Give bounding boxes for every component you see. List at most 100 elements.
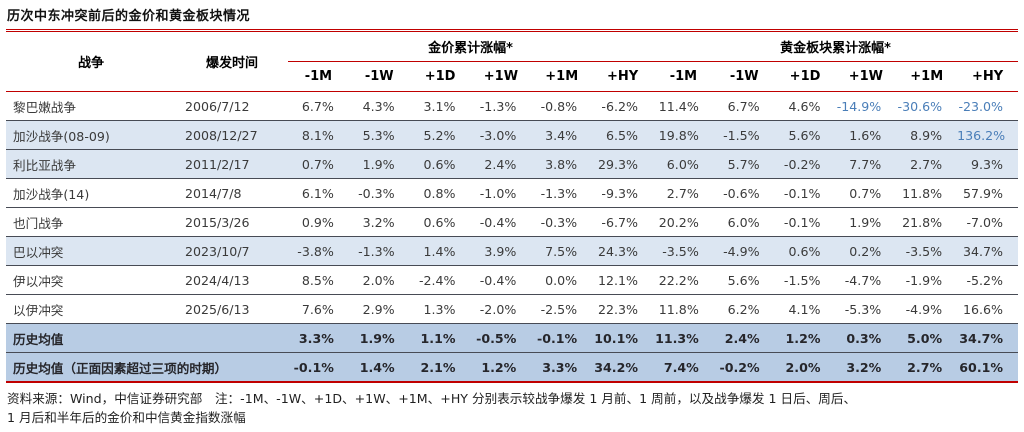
value-cell: 6.5% bbox=[605, 127, 638, 143]
value-cell: -2.4% bbox=[418, 272, 456, 288]
value-cell: 10.1% bbox=[594, 330, 638, 346]
value-cell: -4.7% bbox=[844, 272, 882, 288]
value-cell: 0.6% bbox=[788, 243, 821, 259]
value-cell: 8.1% bbox=[301, 127, 334, 143]
period-column-header: +1D bbox=[409, 61, 471, 92]
value-cell: -5.2% bbox=[966, 272, 1003, 288]
table-row: 黎巴嫩战争 2006/7/12 6.7% 4.3% 3.1% -1.3% -0.8% -6.2… bbox=[6, 92, 1018, 121]
value-cell: 5.6% bbox=[727, 272, 760, 288]
date-cell: 2011/2/17 bbox=[185, 156, 250, 172]
period-column-header: +1M bbox=[531, 61, 593, 92]
value-cell: 34.7% bbox=[959, 330, 1003, 346]
value-cell: 19.8% bbox=[658, 127, 699, 143]
date-column-header: 爆发时间 bbox=[176, 30, 288, 92]
table-row: 利比亚战争 2011/2/17 0.7% 1.9% 0.6% 2.4% 3.8% 29.3% 6… bbox=[6, 149, 1018, 179]
value-cell: 6.2% bbox=[727, 301, 760, 317]
war-name-cell: 伊以冲突 bbox=[13, 273, 64, 289]
value-cell: 2.4% bbox=[484, 156, 517, 172]
value-cell: -14.9% bbox=[836, 98, 882, 114]
value-cell: -0.2% bbox=[719, 359, 760, 375]
value-cell: 0.7% bbox=[849, 185, 882, 201]
value-cell: 3.4% bbox=[545, 127, 578, 143]
value-cell: 7.7% bbox=[849, 156, 882, 172]
value-cell: 0.6% bbox=[423, 214, 456, 230]
value-cell: 5.2% bbox=[423, 127, 456, 143]
value-cell: -7.0% bbox=[966, 214, 1003, 230]
value-cell: 2.7% bbox=[666, 185, 699, 201]
value-cell: -6.7% bbox=[601, 214, 638, 230]
value-cell: 57.9% bbox=[962, 185, 1003, 201]
value-cell: 24.3% bbox=[597, 243, 638, 259]
value-cell: 3.2% bbox=[362, 214, 395, 230]
value-cell: 5.3% bbox=[362, 127, 395, 143]
war-name-cell: 巴以冲突 bbox=[13, 244, 64, 260]
value-cell: 60.1% bbox=[959, 359, 1003, 375]
value-cell: 6.7% bbox=[727, 98, 760, 114]
value-cell: 1.2% bbox=[481, 359, 517, 375]
table-row: 加沙战争(08-09) 2008/12/27 8.1% 5.3% 5.2% -3.0% 3.… bbox=[6, 120, 1018, 150]
value-cell: 0.6% bbox=[423, 156, 456, 172]
value-cell: 1.9% bbox=[849, 214, 882, 230]
date-cell: 2025/6/13 bbox=[185, 301, 250, 317]
value-cell: 16.6% bbox=[962, 301, 1003, 317]
value-cell: 0.3% bbox=[846, 330, 882, 346]
value-cell: 4.3% bbox=[362, 98, 395, 114]
table-row: 也门战争 2015/3/26 0.9% 3.2% 0.6% -0.4% -0.3% -6.7%… bbox=[6, 208, 1018, 237]
value-cell: -3.5% bbox=[905, 243, 943, 259]
source-note: 资料来源：Wind，中信证券研究部 注：-1M、-1W、+1D、+1W、+1M、… bbox=[7, 390, 1018, 428]
value-cell: -30.6% bbox=[897, 98, 943, 114]
value-cell: 3.3% bbox=[298, 330, 334, 346]
date-cell: 2024/4/13 bbox=[185, 272, 250, 288]
value-cell: -0.4% bbox=[479, 272, 517, 288]
gold-sector-group-header: 黄金板块累计涨幅* bbox=[652, 30, 1018, 62]
value-cell: -1.0% bbox=[479, 185, 517, 201]
value-cell: 1.9% bbox=[362, 156, 395, 172]
value-cell: 6.7% bbox=[301, 98, 334, 114]
value-cell: 34.7% bbox=[962, 243, 1003, 259]
value-cell: 34.2% bbox=[594, 359, 638, 375]
table-row: 历史均值（正面因素超过三项的时期） -0.1% 1.4% 2.1% 1.2% 3.3% 34… bbox=[6, 352, 1018, 382]
value-cell: 11.4% bbox=[658, 98, 699, 114]
value-cell: 2.9% bbox=[362, 301, 395, 317]
period-column-header: +1W bbox=[835, 61, 897, 92]
value-cell: -3.5% bbox=[662, 243, 699, 259]
value-cell: 1.2% bbox=[785, 330, 821, 346]
date-cell: 2014/7/8 bbox=[185, 185, 242, 201]
value-cell: 5.0% bbox=[907, 330, 943, 346]
value-cell: 6.0% bbox=[727, 214, 760, 230]
value-cell: 1.1% bbox=[420, 330, 456, 346]
table-header: 战争 爆发时间 金价累计涨幅* 黄金板块累计涨幅* -1M -1W +1D +1W +1… bbox=[6, 30, 1018, 92]
war-name-cell: 黎巴嫩战争 bbox=[13, 99, 76, 115]
value-cell: 3.9% bbox=[484, 243, 517, 259]
war-name-cell: 历史均值 bbox=[13, 331, 64, 347]
value-cell: 7.4% bbox=[663, 359, 699, 375]
value-cell: 6.0% bbox=[666, 156, 699, 172]
value-cell: -1.3% bbox=[479, 98, 517, 114]
value-cell: 1.9% bbox=[359, 330, 395, 346]
value-cell: 22.3% bbox=[597, 301, 638, 317]
page-title: 历次中东冲突前后的金价和黄金板块情况 bbox=[7, 9, 251, 24]
value-cell: 3.1% bbox=[423, 98, 456, 114]
value-cell: -0.8% bbox=[540, 98, 578, 114]
value-cell: -1.9% bbox=[905, 272, 943, 288]
value-cell: 136.2% bbox=[957, 127, 1006, 143]
value-cell: 7.6% bbox=[301, 301, 334, 317]
value-cell: 11.8% bbox=[902, 185, 943, 201]
value-cell: -1.3% bbox=[540, 185, 578, 201]
value-cell: -1.3% bbox=[358, 243, 395, 259]
value-cell: 0.7% bbox=[301, 156, 334, 172]
value-cell: 0.9% bbox=[301, 214, 334, 230]
table-row: 以伊冲突 2025/6/13 7.6% 2.9% 1.3% -2.0% -2.5% 22.3%… bbox=[6, 295, 1018, 324]
war-name-cell: 利比亚战争 bbox=[13, 157, 76, 173]
value-cell: 6.1% bbox=[301, 185, 334, 201]
value-cell: -1.5% bbox=[783, 272, 821, 288]
value-cell: 12.1% bbox=[597, 272, 638, 288]
value-cell: 8.5% bbox=[301, 272, 334, 288]
value-cell: -3.0% bbox=[479, 127, 517, 143]
date-cell: 2023/10/7 bbox=[185, 243, 250, 259]
value-cell: -0.4% bbox=[479, 214, 517, 230]
value-cell: -3.8% bbox=[297, 243, 334, 259]
value-cell: 5.6% bbox=[788, 127, 821, 143]
value-cell: -0.2% bbox=[783, 156, 821, 172]
period-column-header: +HY bbox=[957, 61, 1018, 92]
